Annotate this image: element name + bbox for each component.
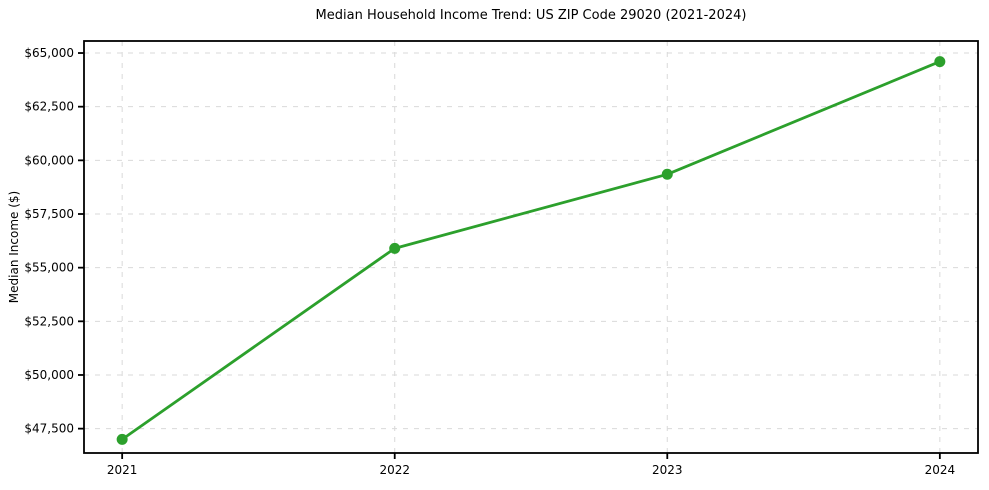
data-point-marker [116, 433, 128, 445]
data-point-marker [389, 242, 401, 254]
y-tick-label: $52,500 [24, 314, 74, 328]
data-point-marker [661, 168, 673, 180]
chart-title: Median Household Income Trend: US ZIP Co… [315, 8, 747, 23]
y-tick-label: $62,500 [24, 100, 74, 114]
y-tick-label: $60,000 [24, 153, 74, 167]
x-tick-label: 2022 [379, 463, 410, 477]
y-tick-label: $57,500 [24, 207, 74, 221]
x-tick-label: 2024 [925, 463, 956, 477]
y-tick-label: $47,500 [24, 422, 74, 436]
y-tick-label: $50,000 [24, 368, 74, 382]
trend-line [120, 60, 942, 441]
x-tick-label: 2023 [652, 463, 683, 477]
y-tick-label: $65,000 [24, 46, 74, 60]
y-tick-label: $55,000 [24, 261, 74, 275]
plot-border [83, 40, 979, 454]
data-point-marker [934, 56, 946, 68]
x-tick-label: 2021 [107, 463, 138, 477]
